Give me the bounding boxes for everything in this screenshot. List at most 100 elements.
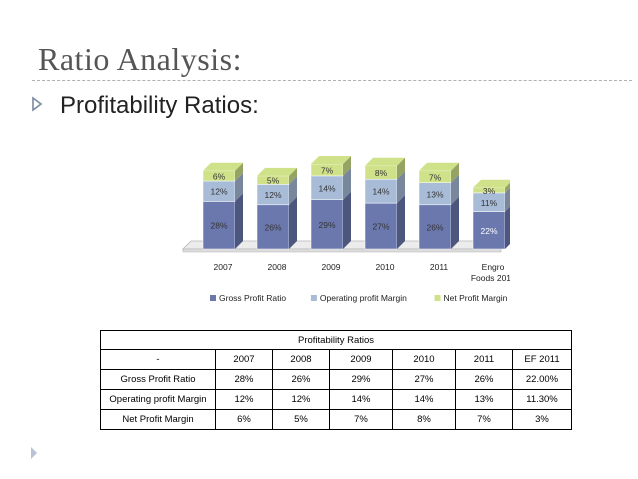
value-label-net-1: 5% bbox=[267, 176, 280, 186]
table-row: Net Profit Margin 6% 5% 7% 8% 7% 3% bbox=[100, 409, 572, 430]
bar-operating-3-side bbox=[397, 171, 405, 204]
chart-floor-edge bbox=[182, 248, 502, 253]
table-header-cell: EF 2011 bbox=[512, 349, 572, 370]
table-caption: Profitability Ratios bbox=[100, 330, 572, 350]
bar-net-4-top bbox=[419, 162, 459, 171]
table-caption-row: Profitability Ratios bbox=[100, 330, 572, 350]
legend-swatch-2 bbox=[434, 295, 441, 301]
value-label-operating-2: 14% bbox=[318, 183, 335, 193]
bullet-text: Profitability Ratios: bbox=[60, 92, 259, 119]
x-tick-label-2: 2009 bbox=[322, 262, 341, 272]
bar-gross-2-side bbox=[343, 191, 351, 249]
bar-gross-3-side bbox=[397, 195, 405, 249]
bar-gross-3 bbox=[364, 202, 398, 250]
value-label-net-0: 6% bbox=[213, 171, 226, 181]
title-divider bbox=[32, 80, 632, 81]
table-header-row: - 2007 2008 2009 2010 2011 EF 2011 bbox=[100, 349, 572, 370]
triangle-bullet-icon bbox=[32, 96, 43, 112]
value-label-operating-4: 13% bbox=[426, 189, 443, 199]
bar-net-1-top bbox=[257, 167, 297, 176]
bar-net-3-side bbox=[397, 157, 405, 180]
value-label-net-2: 7% bbox=[321, 165, 334, 175]
x-tick-label-0: 2007 bbox=[214, 262, 233, 272]
legend-label-1: Operating profit Margin bbox=[320, 293, 407, 303]
value-label-operating-3: 14% bbox=[372, 187, 389, 197]
value-label-gross-0: 28% bbox=[210, 221, 227, 231]
legend-label-0: Gross Profit Ratio bbox=[219, 293, 286, 303]
table-cell: 8% bbox=[392, 409, 456, 430]
value-label-net-4: 7% bbox=[429, 172, 442, 182]
bar-gross-0-side bbox=[235, 193, 243, 249]
bar-net-1-side bbox=[289, 167, 297, 185]
slide-corner-mark-icon bbox=[31, 447, 37, 459]
bar-operating-1-side bbox=[289, 176, 297, 205]
value-label-gross-3: 27% bbox=[372, 222, 389, 232]
bar-operating-2-side bbox=[343, 167, 351, 200]
x-tick-label-5: Engro bbox=[482, 262, 505, 272]
bar-net-0-top bbox=[203, 162, 243, 171]
table-cell: 5% bbox=[272, 409, 330, 430]
table-cell: 26% bbox=[455, 369, 513, 390]
bar-net-0-side bbox=[235, 162, 243, 181]
table-cell: 26% bbox=[272, 369, 330, 390]
table-cell: 12% bbox=[272, 389, 330, 410]
value-label-gross-1: 26% bbox=[264, 222, 281, 232]
table-cell: 14% bbox=[392, 389, 456, 410]
x-tick-label-4: 2011 bbox=[430, 262, 449, 272]
bar-gross-1-side bbox=[289, 196, 297, 249]
table-cell: 14% bbox=[329, 389, 393, 410]
table-header-cell: 2007 bbox=[215, 349, 273, 370]
value-label-gross-5: 22% bbox=[480, 226, 497, 236]
value-label-operating-1: 12% bbox=[264, 190, 281, 200]
table-cell: 12% bbox=[215, 389, 273, 410]
legend-swatch-1 bbox=[310, 295, 317, 301]
x-tick-label-1: 2008 bbox=[268, 262, 287, 272]
table-row: Gross Profit Ratio 28% 26% 29% 27% 26% 22.00% bbox=[100, 369, 572, 390]
profitability-table: Profitability Ratios - 2007 2008 2009 2010 2… bbox=[100, 330, 572, 430]
table-header-cell: 2008 bbox=[272, 349, 330, 370]
stacked-bar-chart: 28% 12% 6% 26% 12% 5% 29% 14% 7% 27% 14% 8% 26% 13% 7%… bbox=[182, 156, 510, 303]
bar-gross-0 bbox=[202, 201, 236, 250]
bar-net-2-side bbox=[343, 156, 351, 176]
bar-gross-5-side bbox=[505, 206, 510, 249]
bar-operating-5-side bbox=[505, 187, 510, 212]
legend-label-2: Net Profit Margin bbox=[444, 293, 508, 303]
table-cell: 13% bbox=[455, 389, 513, 410]
bar-gross-1 bbox=[256, 204, 290, 250]
x-tick-label-3: 2010 bbox=[376, 262, 395, 272]
table-cell: 6% bbox=[215, 409, 273, 430]
legend-swatch-0 bbox=[210, 295, 216, 301]
value-label-operating-0: 12% bbox=[210, 187, 227, 197]
x-tick-label-5-line2: Foods 2011 bbox=[471, 273, 510, 283]
bar-gross-4 bbox=[418, 204, 452, 250]
value-label-net-5: 3% bbox=[483, 186, 496, 196]
bar-net-3-top bbox=[365, 157, 405, 166]
table-row: Operating profit Margin 12% 12% 14% 14% 13% 11… bbox=[100, 389, 572, 410]
table-cell: 7% bbox=[329, 409, 393, 430]
table-cell: 27% bbox=[392, 369, 456, 390]
table-cell: 29% bbox=[329, 369, 393, 390]
table-header-cell: 2009 bbox=[329, 349, 393, 370]
bar-net-4-side bbox=[451, 162, 459, 183]
bar-net-2-top bbox=[311, 156, 351, 164]
table-corner: - bbox=[100, 349, 216, 370]
table-header-cell: 2010 bbox=[392, 349, 456, 370]
bar-operating-0-side bbox=[235, 173, 243, 202]
table-cell: 28% bbox=[215, 369, 273, 390]
value-label-gross-2: 29% bbox=[318, 220, 335, 230]
slide-title: Ratio Analysis: bbox=[38, 41, 242, 77]
value-label-operating-5: 11% bbox=[481, 198, 498, 208]
bar-net-5-top bbox=[473, 179, 510, 188]
table-row-label: Gross Profit Ratio bbox=[100, 369, 216, 390]
table-cell: 3% bbox=[512, 409, 572, 430]
bar-operating-4-side bbox=[451, 174, 459, 205]
bar-gross-2 bbox=[310, 199, 344, 250]
table-cell: 7% bbox=[455, 409, 513, 430]
bar-net-5-side bbox=[505, 182, 510, 193]
table-row-label: Net Profit Margin bbox=[100, 409, 216, 430]
bar-gross-4-side bbox=[451, 196, 459, 249]
table-header-cell: 2011 bbox=[455, 349, 513, 370]
value-label-gross-4: 26% bbox=[426, 222, 443, 232]
value-label-net-3: 8% bbox=[375, 168, 388, 178]
table-cell: 11.30% bbox=[512, 389, 572, 410]
